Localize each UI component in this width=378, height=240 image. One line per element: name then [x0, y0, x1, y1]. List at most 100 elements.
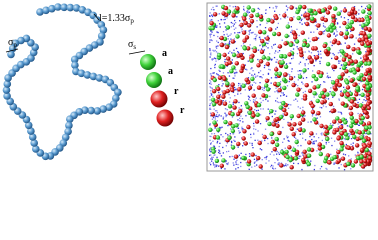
solvent-dot: [276, 97, 278, 99]
r-bead: [213, 12, 218, 17]
solvent-dot: [287, 16, 289, 18]
solvent-dot: [240, 85, 242, 87]
r-bead: [212, 89, 217, 94]
solvent-dot: [209, 15, 211, 17]
solvent-dot: [272, 121, 274, 123]
solvent-dot: [210, 33, 213, 35]
solvent-dot: [257, 139, 259, 141]
r-bead: [310, 109, 316, 115]
solvent-dot: [209, 103, 211, 105]
solvent-dot: [224, 168, 226, 170]
a-bead: [357, 62, 362, 67]
solvent-size-text: σ: [128, 39, 134, 50]
r-bead: [336, 40, 341, 46]
solvent-dot: [209, 48, 211, 50]
solvent-dot: [221, 126, 223, 128]
r-bead: [234, 61, 239, 66]
solvent-dot: [275, 76, 277, 78]
solvent-dot: [255, 39, 257, 41]
solvent-dot: [268, 79, 270, 81]
solvent-dot: [334, 162, 336, 164]
a-bead: [346, 161, 351, 167]
a-bead: [281, 101, 286, 106]
solvent-dot: [344, 154, 347, 156]
solvent-dot: [316, 150, 318, 152]
solvent-dot: [345, 29, 347, 31]
solvent-dot: [254, 33, 256, 35]
solvent-dot: [350, 143, 352, 145]
solvent-dot: [222, 83, 224, 85]
solvent-dot: [219, 23, 221, 25]
r-bead: [222, 76, 227, 82]
solvent-dot: [358, 34, 360, 36]
r-bead: [346, 44, 351, 50]
solvent-dot: [359, 24, 361, 26]
solvent-dot: [228, 150, 230, 152]
solvent-dot: [365, 132, 367, 135]
solvent-dot: [299, 73, 302, 75]
solvent-dot: [330, 137, 333, 139]
solvent-dot: [316, 28, 318, 30]
solvent-dot: [343, 17, 346, 19]
solvent-dot: [295, 131, 297, 133]
r-bead: [344, 69, 349, 74]
solvent-dot: [231, 59, 233, 61]
a-bead: [314, 76, 319, 82]
r-bead: [325, 10, 331, 15]
solvent-dot: [370, 14, 372, 16]
solvent-dot: [297, 48, 299, 50]
solvent-dot: [261, 159, 263, 161]
r-bead: [353, 159, 359, 164]
r-bead: [336, 158, 342, 163]
r-bead: [347, 54, 352, 60]
r-bead: [270, 139, 275, 145]
r-bead: [363, 110, 368, 115]
figure: l=1.33σp σp σs a a r r: [2, 2, 374, 172]
solvent-dot: [282, 113, 284, 115]
r-bead: [226, 56, 231, 61]
solvent-dot: [233, 28, 235, 30]
a-bead: [297, 74, 303, 79]
r-bead: [367, 151, 372, 156]
solvent-dot: [255, 82, 257, 84]
solvent-dot: [210, 164, 212, 166]
solvent-dot: [221, 85, 223, 87]
solvent-dot: [253, 89, 255, 91]
solvent-dot: [330, 153, 332, 155]
a-bead: [210, 26, 215, 31]
r-bead: [304, 83, 309, 88]
solvent-dot: [267, 47, 269, 49]
a-bead: [318, 151, 323, 157]
solvent-dot: [297, 74, 300, 76]
r-bead: [216, 86, 221, 92]
solvent-dot: [209, 49, 211, 52]
solvent-dot: [237, 51, 239, 53]
solvent-dot: [227, 134, 229, 136]
solvent-dot: [301, 81, 303, 83]
solvent-dot: [210, 94, 213, 96]
solvent-dot: [274, 167, 277, 170]
solvent-dot: [265, 42, 267, 44]
solvent-dot: [212, 116, 215, 119]
solvent-dot: [299, 155, 301, 158]
solvent-dot: [327, 98, 330, 100]
r-bead: [292, 122, 297, 127]
solvent-dot: [287, 107, 290, 109]
r-bead: [313, 36, 318, 41]
solvent-dot: [332, 52, 334, 55]
solvent-dot: [358, 13, 360, 15]
solvent-dot: [231, 62, 233, 64]
r-bead: [353, 59, 358, 64]
a-bead: [283, 64, 289, 70]
solvent-dot: [212, 58, 214, 60]
solvent-dot: [256, 26, 258, 28]
a-bead: [333, 6, 338, 11]
solvent-dot: [339, 111, 341, 113]
solvent-dot: [301, 133, 304, 135]
solvent-dot: [264, 128, 267, 130]
solvent-dot: [261, 140, 263, 142]
r-bead: [360, 17, 365, 23]
r-bead: [261, 93, 266, 98]
chain-bead: [83, 71, 92, 79]
solvent-dot: [215, 114, 218, 116]
